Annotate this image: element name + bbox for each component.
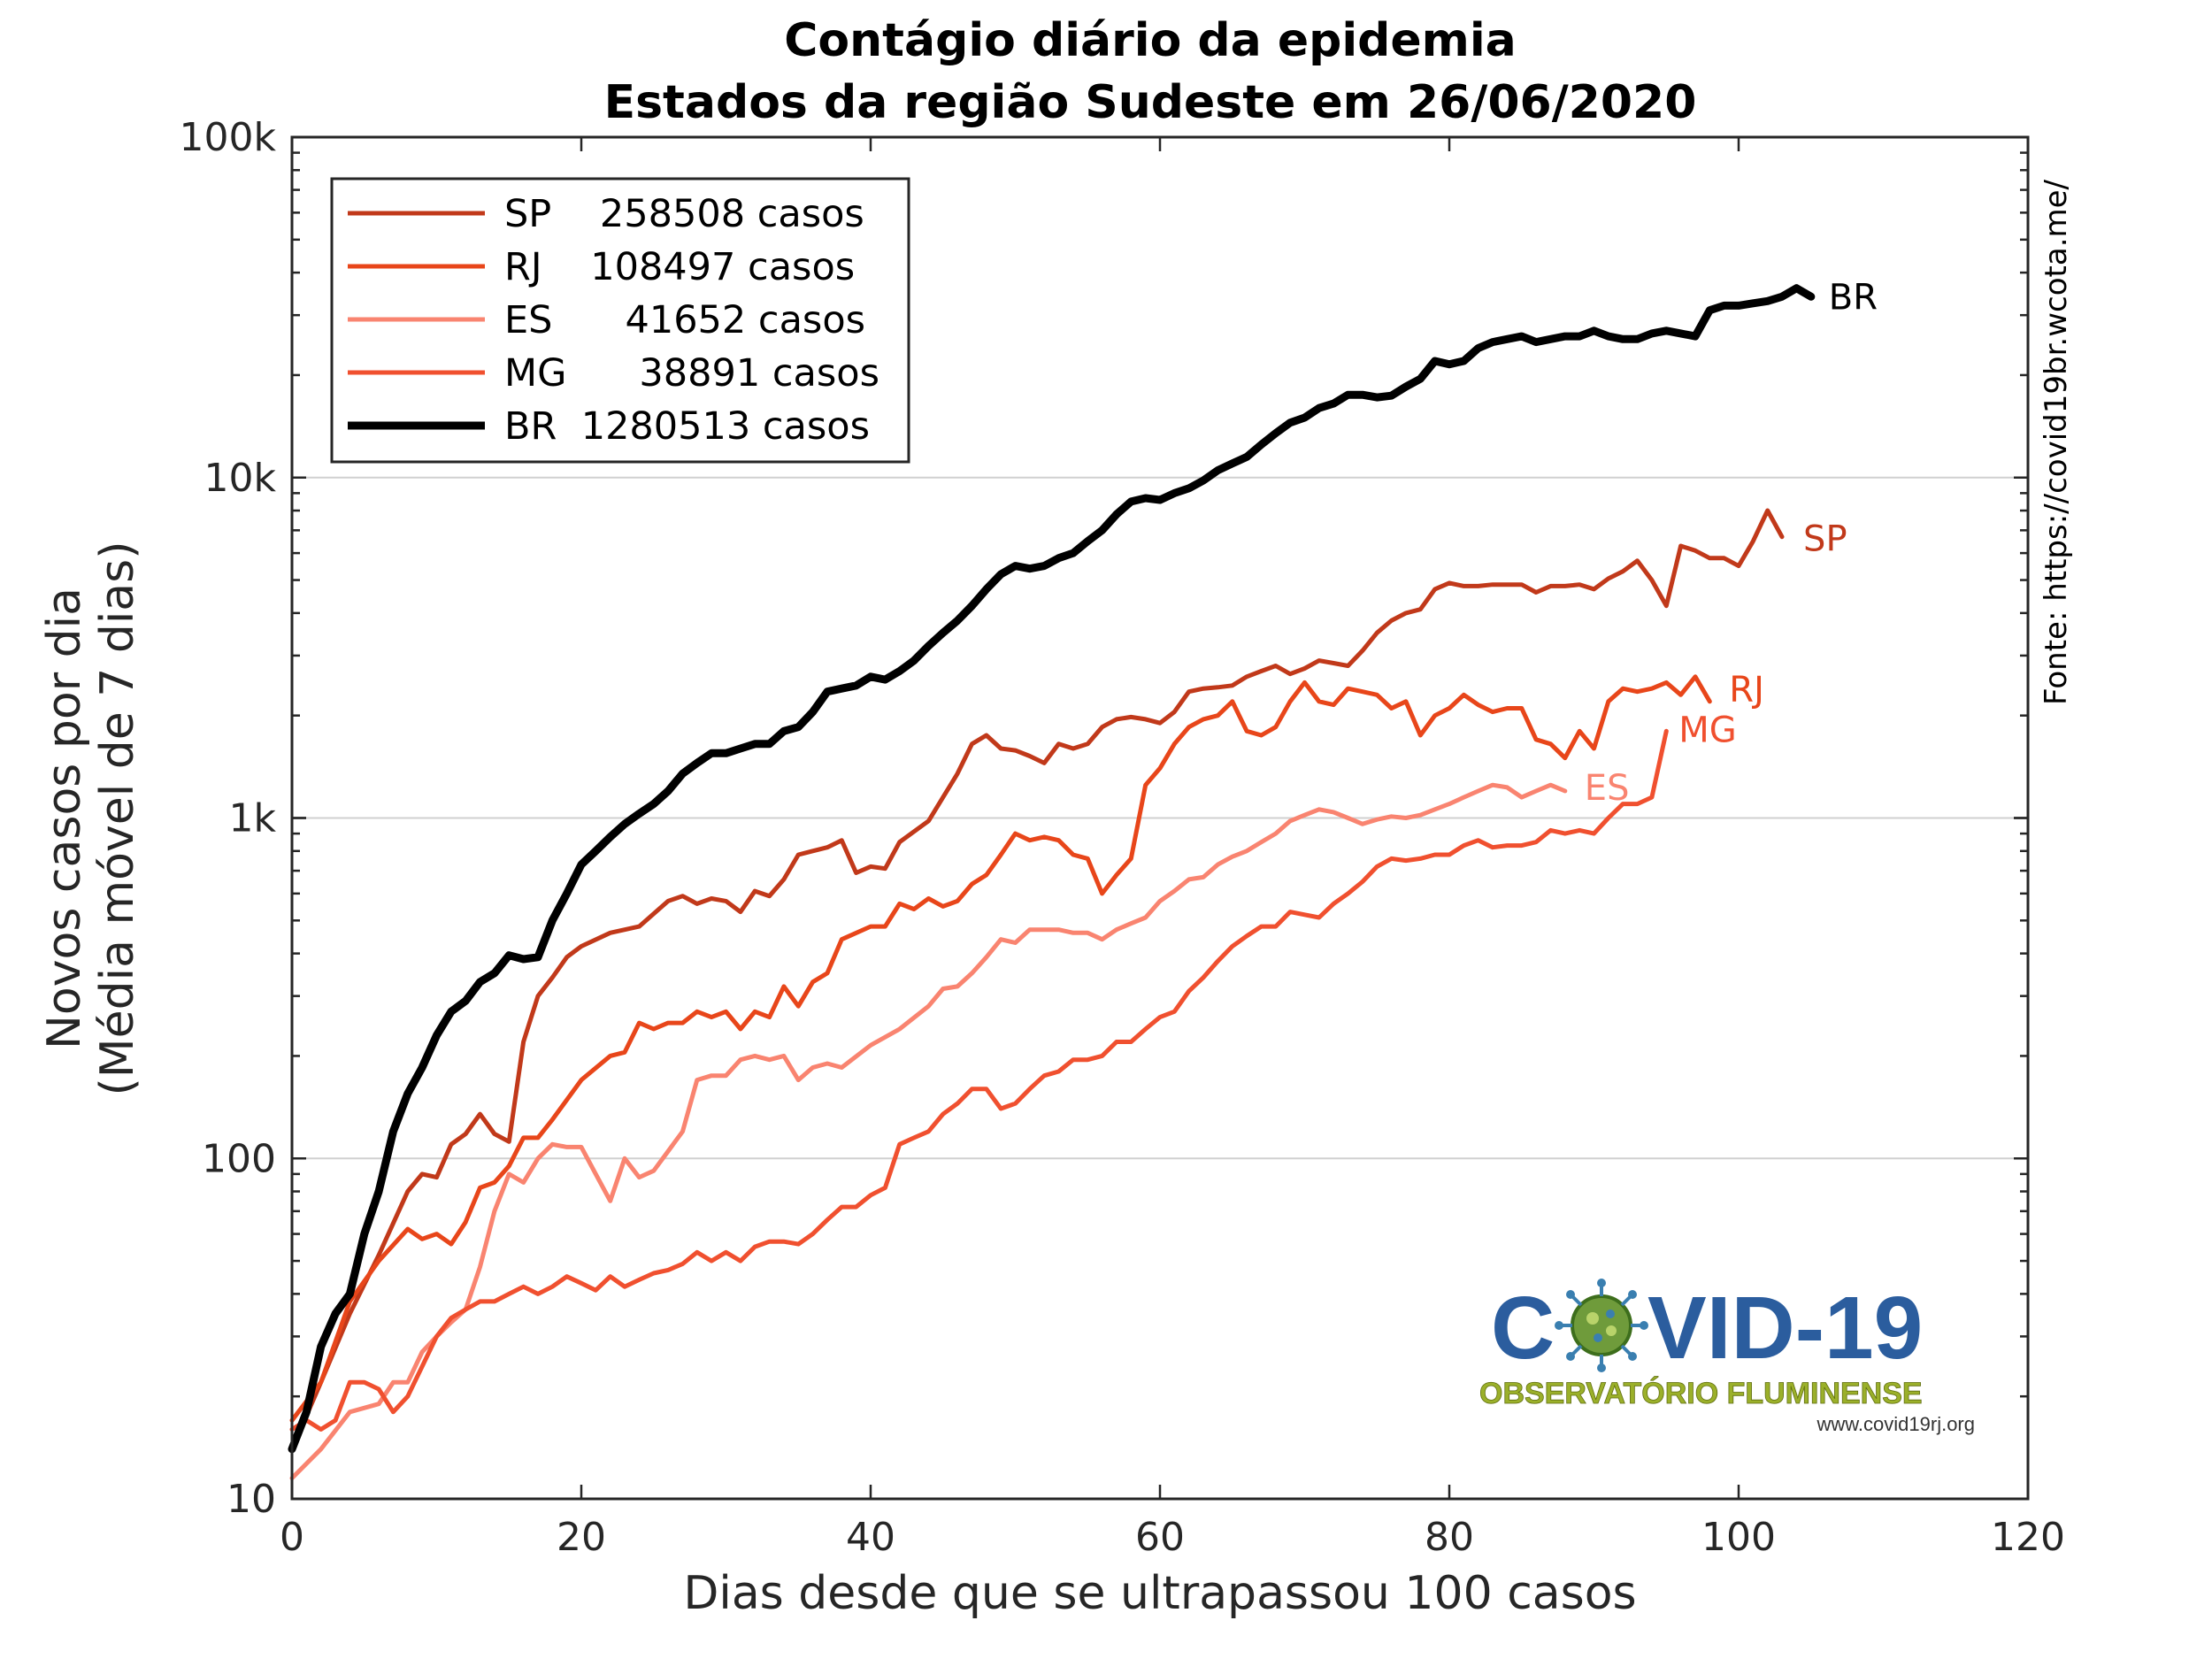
- legend-box: [330, 177, 910, 464]
- grid-lines: [292, 476, 2028, 1160]
- series-line-br: [288, 284, 1816, 1454]
- logo-subtitle: OBSERVATÓRIO FLUMINENSE: [1479, 1377, 1923, 1410]
- legend-label-mg: MG 38891 casos: [504, 351, 879, 396]
- x-tick-label: 60: [1135, 1515, 1185, 1560]
- y-tick-label: 1k: [229, 796, 277, 841]
- virus-icon: [1555, 1279, 1648, 1372]
- legend-label-es: ES 41652 casos: [504, 298, 865, 342]
- series-line-mg: [289, 728, 1669, 1432]
- series-line-sp: [289, 508, 1785, 1452]
- tick-labels: 10 100 1k 10k 100k 0 20 40 60 80 100 120 SP RJ ES MG BR: [180, 115, 2065, 1560]
- x-tick-label: 80: [1425, 1515, 1474, 1560]
- chart-subtitle: Estados da região Sudeste em 26/06/2020: [604, 76, 1697, 129]
- legend-label-sp: SP 258508 casos: [504, 192, 864, 236]
- end-label-sp: SP: [1803, 519, 1847, 560]
- source-text: Fonte: https://covid19br.wcota.me/: [2039, 179, 2074, 705]
- x-tick-label: 20: [557, 1515, 606, 1560]
- x-tick-label: 40: [846, 1515, 895, 1560]
- logo-url: www.covid19rj.org: [1816, 1413, 1975, 1435]
- end-label-br: BR: [1829, 277, 1878, 318]
- chart-title: Contágio diário da epidemia: [784, 14, 1516, 67]
- x-axis-label: Dias desde que se ultrapassou 100 casos: [683, 1567, 1636, 1620]
- series-line-rj: [289, 674, 1712, 1423]
- logo-title-left: C: [1491, 1279, 1555, 1378]
- y-tick-label: 10: [227, 1477, 276, 1522]
- legend-label-br: BR 1280513 casos: [504, 404, 870, 449]
- legend: SP 258508 casos RJ 108497 casos ES 41652 c…: [330, 177, 910, 464]
- x-tick-label: 100: [1701, 1515, 1776, 1560]
- end-label-es: ES: [1585, 768, 1630, 809]
- covid19-logo: C VID-19 OBSERVATÓRIO FLUMINENSE www.cov…: [1479, 1279, 1975, 1435]
- y-axis-label-line2: (Média móvel de 7 dias): [91, 541, 144, 1095]
- series-line-es: [289, 782, 1568, 1481]
- end-label-rj: RJ: [1729, 670, 1764, 710]
- logo-title-right: VID-19: [1647, 1279, 1923, 1378]
- y-tick-label: 100k: [180, 115, 277, 160]
- end-label-mg: MG: [1678, 710, 1737, 750]
- y-axis-label-line1: Novos casos por dia: [38, 588, 91, 1049]
- legend-label-rj: RJ 108497 casos: [504, 245, 855, 289]
- y-tick-label: 100: [202, 1136, 276, 1181]
- plot-frame: [290, 135, 2030, 1501]
- x-tick-label: 0: [280, 1515, 304, 1560]
- series-group: [288, 284, 1816, 1481]
- y-tick-label: 10k: [204, 456, 277, 501]
- x-tick-label: 120: [1991, 1515, 2065, 1560]
